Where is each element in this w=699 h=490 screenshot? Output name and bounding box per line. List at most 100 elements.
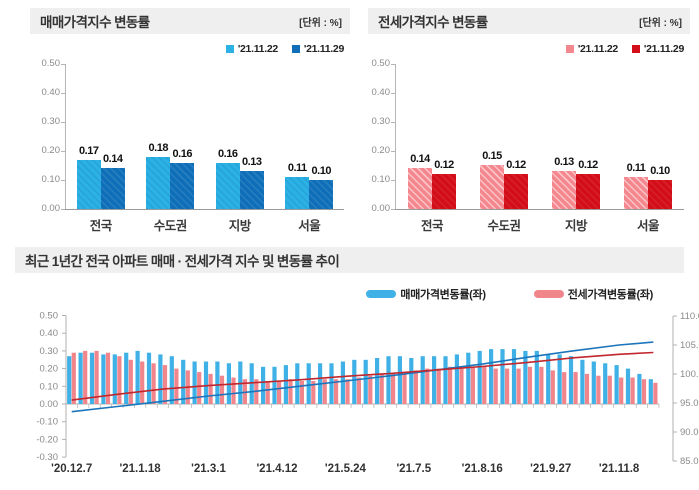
trend-bar — [568, 356, 574, 404]
bar: 0.10 — [648, 165, 672, 209]
y-tick-label: 0.40 — [371, 87, 391, 98]
y-tick-label: 0.40 — [41, 87, 61, 98]
bar: 0.15 — [480, 150, 504, 209]
y-tick-label: 0.50 — [41, 58, 61, 69]
right-tick-label: 90.0 — [680, 427, 699, 438]
trend-bar — [402, 372, 407, 404]
bar-value-label: 0.11 — [287, 162, 307, 174]
trend-bar — [477, 350, 482, 404]
trend-bar — [299, 381, 304, 404]
trend-bar — [562, 372, 567, 404]
x-axis-line — [65, 209, 344, 210]
sale-panel-title-bar: 매매가격지수 변동률 [단위 : %] — [30, 8, 350, 34]
trend-bar — [619, 377, 624, 405]
trend-chart-svg: 0.50 0.40 0.30 0.20 0.10 0.00 -0.10 -0.20 -0.30 1… — [36, 311, 699, 476]
bar-value-label: 0.15 — [482, 150, 502, 162]
y-tick — [61, 209, 65, 210]
bar: 0.16 — [215, 148, 240, 209]
trend-bar — [470, 366, 475, 404]
bar-value-label: 0.12 — [578, 159, 598, 171]
bar: 0.10 — [309, 165, 334, 209]
trend-bar — [493, 368, 498, 404]
trend-bar — [584, 373, 590, 404]
trend-bar — [83, 350, 88, 404]
trend-bar — [334, 379, 339, 404]
bar-group: 0.11 0.10 서울 — [612, 64, 684, 233]
trend-bar — [124, 352, 129, 404]
trend-bar — [94, 350, 99, 404]
category-label: 지방 — [228, 219, 252, 233]
x-tick-label: '20.12.7 — [51, 463, 92, 475]
sale-grouped-bar-chart: 0.50 0.40 0.30 0.20 0.10 0.00 0.17 0.14 전국 0.18 0.… — [30, 58, 350, 236]
trend-bar — [146, 352, 152, 404]
bar: 0.18 — [146, 142, 171, 209]
trend-bar — [203, 361, 209, 404]
legend-item: '21.11.22 — [565, 43, 618, 55]
bar: 0.12 — [432, 159, 456, 209]
left-tick-label: 0.10 — [40, 381, 59, 392]
bar-group: 0.14 0.12 전국 — [396, 64, 468, 233]
y-tick-label: 0.00 — [41, 203, 61, 214]
x-tick-label: '21.9.27 — [530, 463, 571, 475]
trend-bar — [625, 368, 631, 404]
y-tick-label: 0.10 — [41, 174, 61, 185]
bar: 0.16 — [170, 148, 195, 209]
left-tick-label: 0.50 — [40, 311, 59, 322]
trend-bar — [550, 370, 555, 404]
trend-bar — [162, 365, 168, 404]
trend-bar — [356, 377, 361, 405]
bar-value-label: 0.10 — [650, 165, 670, 177]
y-tick-label: 0.10 — [371, 174, 391, 185]
bar-value-label: 0.12 — [434, 159, 454, 171]
trend-bar — [352, 359, 357, 405]
bar-value-label: 0.16 — [172, 148, 193, 160]
bar-group: 0.18 0.16 수도권 — [136, 64, 206, 233]
trend-bar — [454, 354, 459, 404]
trend-bar — [630, 377, 635, 405]
legend-label: '21.11.29 — [303, 43, 344, 55]
right-tick-label: 85.0 — [680, 456, 699, 467]
trend-panel-title-bar: 최근 1년간 전국 아파트 매매 · 전세가격 지수 및 변동률 추이 — [15, 247, 684, 273]
trend-bar — [277, 381, 282, 404]
bar: 0.14 — [100, 153, 125, 209]
bar-value-label: 0.11 — [626, 162, 646, 174]
trend-bar — [322, 379, 327, 404]
x-axis-line — [395, 209, 684, 210]
trend-chart: 0.50 0.40 0.30 0.20 0.10 0.00 -0.10 -0.20 -0.30 1… — [0, 306, 699, 490]
y-tick-label: 0.20 — [41, 145, 61, 156]
bar: 0.11 — [624, 162, 648, 209]
trend-bar — [459, 368, 464, 404]
legend-item: 전세가격변동률(좌) — [533, 286, 653, 302]
legend-swatch — [565, 45, 574, 53]
trend-bar — [272, 366, 277, 404]
trend-bar — [78, 352, 83, 404]
trend-bar — [448, 366, 453, 404]
y-tick-label: 0.00 — [371, 203, 391, 214]
category-label: 지방 — [564, 219, 588, 233]
sale-unit-label: [단위 : %] — [299, 17, 342, 29]
legend-label: '21.11.22 — [237, 43, 278, 55]
left-tick-label: 0.30 — [40, 346, 59, 357]
trend-legend: 매매가격변동률(좌) 전세가격변동률(좌) — [0, 286, 699, 302]
x-tick-label: '21.11.8 — [599, 463, 640, 475]
trend-bar — [603, 363, 608, 404]
legend-swatch — [533, 290, 564, 298]
bar-value-label: 0.14 — [103, 153, 123, 165]
trend-bar — [443, 356, 448, 404]
y-tick — [391, 209, 395, 210]
trend-bar — [363, 359, 368, 405]
category-label: 전국 — [420, 219, 444, 233]
trend-bar — [466, 352, 471, 404]
y-tick-label: 0.30 — [41, 116, 61, 127]
trend-bar — [238, 361, 243, 404]
trend-panel-title: 최근 1년간 전국 아파트 매매 · 전세가격 지수 및 변동률 추이 — [25, 254, 340, 269]
trend-bar — [482, 366, 487, 404]
trend-bar — [192, 361, 197, 404]
sale-index-line — [71, 341, 654, 413]
bar-group: 0.17 0.14 전국 — [66, 64, 136, 233]
bar: 0.13 — [239, 156, 264, 209]
trend-bar — [500, 349, 505, 404]
trend-bar — [140, 361, 145, 404]
y-tick — [61, 180, 65, 181]
